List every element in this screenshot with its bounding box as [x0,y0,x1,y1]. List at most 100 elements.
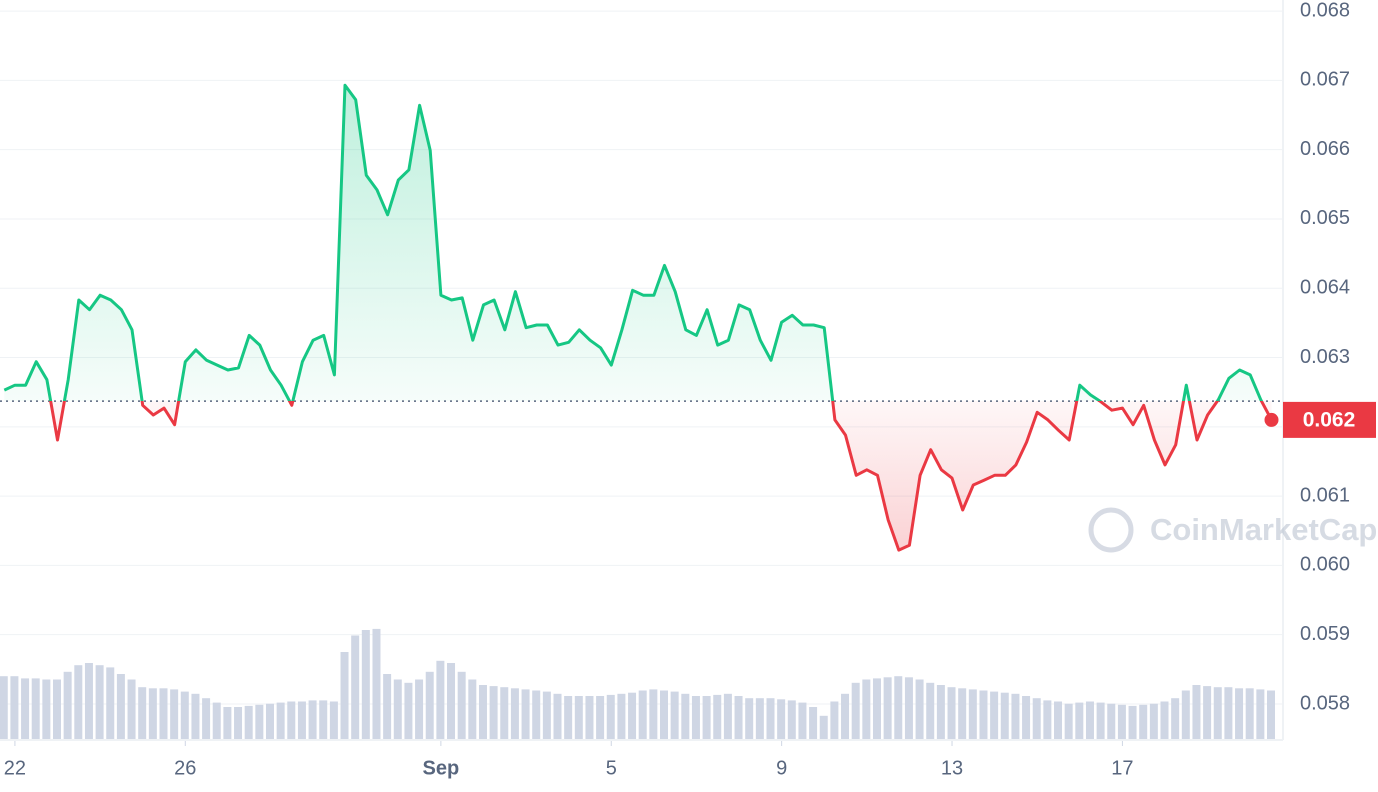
volume-bar [1128,705,1137,740]
volume-bar [116,674,125,740]
volume-bar [1181,690,1190,740]
volume-bar [1160,701,1169,740]
y-tick-label: 0.064 [1300,277,1350,299]
volume-bar [1054,701,1063,740]
volume-bar [1022,696,1031,740]
volume-bar [702,696,711,740]
volume-bar [0,676,8,740]
volume-bar [1171,698,1180,740]
volume-bar [478,685,487,740]
volume-bar [713,694,722,740]
volume-bar [926,682,935,740]
volume-bar [1245,688,1254,740]
volume-bar [351,635,360,740]
volume-bar [31,678,40,740]
volume-bar [1032,698,1041,740]
volume-bar [766,698,775,740]
volume-bar [340,652,349,740]
volume-bar [489,686,498,740]
volume-bar [255,704,264,740]
volume-bar [1011,693,1020,740]
volume-bar [904,677,913,740]
volume-bar [265,703,274,740]
volume-bar [84,663,93,740]
volume-bar [628,692,637,740]
volume-bar [830,701,839,740]
volume-bar [872,678,881,740]
volume-bar [1064,703,1073,740]
volume-bar [244,705,253,740]
volume-bar [106,667,115,740]
volume-bar [819,715,828,740]
volume-bar [1224,687,1233,740]
volume-bar [202,698,211,740]
price-line [3,83,1273,552]
volume-bar [723,693,732,740]
volume-bar [660,690,669,740]
volume-bar [787,700,796,740]
volume-bar [809,707,818,740]
volume-bar [681,693,690,740]
volume-bar [1117,704,1126,740]
volume-bar [74,665,83,740]
volume-bar [617,693,626,740]
volume-bar [457,671,466,740]
volume-bar [148,688,157,740]
volume-bar [894,676,903,740]
volume-bar [468,679,477,740]
volume-bar [777,699,786,740]
volume-bar [10,676,19,740]
volume-bar [1043,700,1052,740]
volume-bar [1235,688,1244,740]
price-area [4,85,1272,551]
last-point [1264,412,1279,427]
volume-bar [1149,703,1158,740]
y-tick-label: 0.059 [1300,623,1350,645]
volume-bar [532,690,541,740]
x-tick-label: 22 [4,757,26,779]
x-tick-label: 5 [606,757,617,779]
volume-bar [1085,701,1094,740]
x-tick-label: 17 [1111,757,1133,779]
volume-bar [361,630,370,740]
volume-bar [234,707,243,740]
volume-bar [841,693,850,740]
volume-bar [447,663,456,740]
volume-bar [1213,687,1222,740]
volume-bar [415,679,424,740]
x-tick-label: 9 [776,757,787,779]
volume-bar [63,671,72,740]
volume-bar [159,688,168,740]
volume-bar [1192,685,1201,740]
volume-bar [606,694,615,740]
volume-bar [958,688,967,740]
y-tick-label: 0.068 [1300,0,1350,21]
volume-bar [968,689,977,740]
volume-bar [1139,704,1148,740]
volume-bar [521,689,530,740]
price-badge-label: 0.062 [1303,408,1356,431]
y-tick-label: 0.065 [1300,207,1350,229]
volume-bar [297,701,306,740]
volume-bar [329,701,338,740]
y-tick-label: 0.061 [1300,484,1350,506]
volume-bar [287,701,296,740]
volume-bar [42,679,51,740]
volume-bar [383,674,392,740]
volume-bar [1107,703,1116,740]
volume-bar [638,690,647,740]
volume-bar [745,698,754,740]
volume-bar [947,687,956,740]
volume-bar [883,677,892,740]
y-tick-label: 0.067 [1300,69,1350,91]
volume-bar [393,679,402,740]
volume-bar [308,700,317,740]
x-tick-label: 26 [174,757,196,779]
volume-bar [425,671,434,740]
volume-bar [1256,689,1265,740]
y-tick-label: 0.066 [1300,138,1350,160]
volume-bar [596,696,605,740]
volume-bar [851,682,860,740]
watermark-text: CoinMarketCap [1150,512,1377,547]
